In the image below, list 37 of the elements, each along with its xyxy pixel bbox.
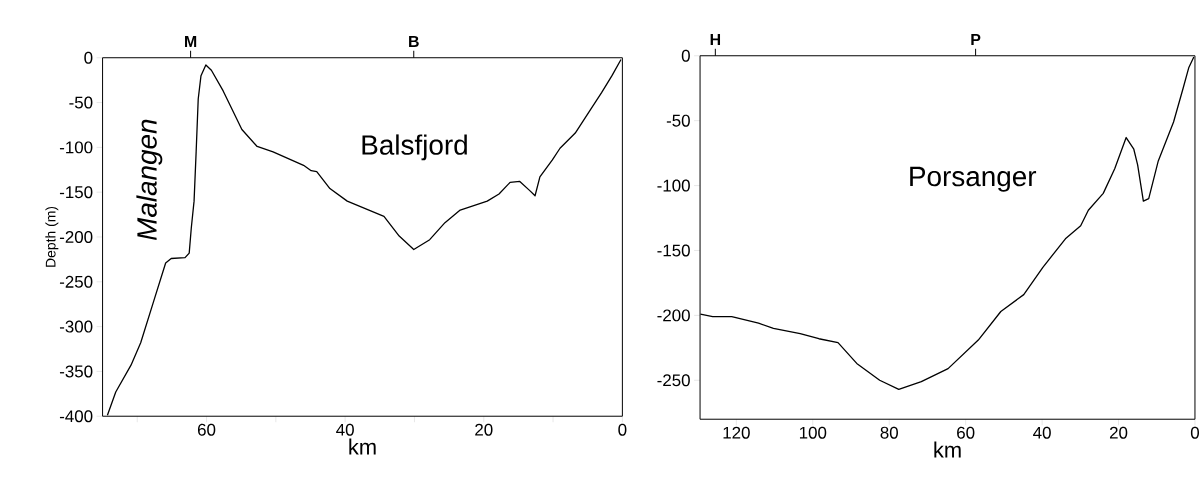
y-tick-label: -400 [59, 410, 93, 423]
x-tick-label: 20 [1109, 426, 1128, 439]
ref-line-label: H [710, 34, 721, 45]
x-tick-label: 40 [1033, 426, 1051, 439]
x-axis-title: km [934, 441, 961, 458]
x-tick-label: 120 [723, 426, 750, 439]
annotation: Balsfjord [362, 134, 467, 161]
y-tick-label: -250 [657, 374, 690, 387]
x-tick-label: 0 [1190, 426, 1200, 439]
ref-line-label: B [409, 36, 419, 47]
y-tick-label: -350 [59, 365, 93, 378]
x-tick-label: 60 [197, 423, 216, 436]
y-tick-label: -150 [59, 186, 93, 199]
y-tick-label: -50 [69, 96, 93, 109]
y-tick-label: 0 [681, 49, 690, 62]
x-tick-label: 40 [336, 423, 354, 436]
y-tick-label: -200 [59, 231, 93, 244]
y-tick-label: 0 [84, 51, 93, 64]
y-axis-title: Depth (m) [45, 206, 59, 267]
y-tick-label: -150 [657, 244, 690, 257]
y-tick-label: -100 [59, 141, 93, 154]
line-series [106, 58, 622, 416]
x-tick-label: 100 [799, 426, 827, 439]
x-tick-label: 0 [618, 423, 627, 436]
y-tick-label: -250 [59, 275, 93, 288]
annotation: Malangen [136, 119, 163, 241]
y-tick-label: -100 [657, 179, 690, 192]
ref-line-label: P [971, 34, 981, 45]
annotation: Porsanger [910, 166, 1037, 192]
x-axis-title: km [349, 438, 376, 455]
x-tick-label: 60 [957, 426, 975, 439]
y-tick-label: -50 [666, 114, 690, 127]
ref-line-label: M [185, 36, 197, 47]
y-tick-label: -200 [657, 309, 690, 322]
y-tick-label: -300 [59, 320, 93, 333]
x-tick-label: 20 [475, 423, 493, 436]
x-tick-label: 80 [880, 426, 898, 439]
